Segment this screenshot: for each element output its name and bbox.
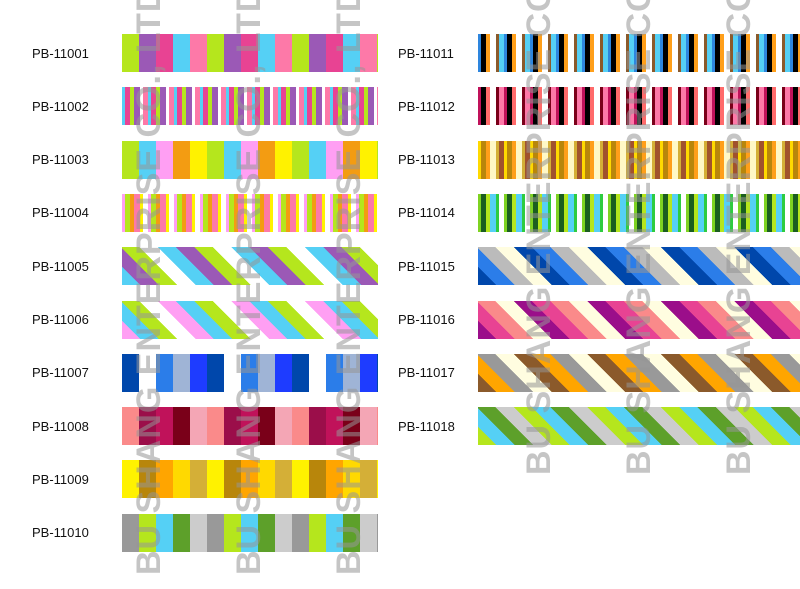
swatch-code: PB-11012: [398, 98, 455, 114]
swatch-strip: [478, 193, 800, 232]
swatch-strip: [122, 140, 378, 179]
swatch-strip: [122, 460, 378, 499]
swatch-strip: [122, 247, 378, 286]
swatch-code: PB-11009: [32, 471, 89, 487]
swatch-row: PB-11012: [398, 87, 800, 126]
swatch-code: PB-11007: [32, 365, 89, 381]
swatch-row: PB-11004: [32, 193, 378, 232]
swatch-strip: [122, 353, 378, 392]
swatch-code: PB-11008: [32, 418, 89, 434]
swatch-row: PB-11018: [398, 407, 800, 446]
swatch-row: PB-11007: [32, 353, 378, 392]
swatch-code: PB-11010: [32, 525, 89, 541]
swatch-row: PB-11005: [32, 247, 378, 286]
swatch-code: PB-11005: [32, 258, 89, 274]
swatch-code: PB-11002: [32, 98, 89, 114]
swatch-row: PB-11002: [32, 87, 378, 126]
swatch-row: PB-11017: [398, 353, 800, 392]
swatch-code: PB-11015: [398, 258, 455, 274]
swatch-strip: [478, 407, 800, 446]
swatch-row: PB-11008: [32, 407, 378, 446]
swatch-strip: [122, 34, 378, 72]
swatch-row: PB-11015: [398, 247, 800, 286]
swatch-row: PB-11003: [32, 140, 378, 179]
swatch-row: PB-11010: [32, 513, 378, 552]
swatch-row: PB-11016: [398, 300, 800, 339]
swatch-strip: [122, 193, 378, 232]
swatch-code: PB-11014: [398, 205, 455, 221]
swatch-strip: [478, 87, 800, 126]
swatch-row: PB-11014: [398, 193, 800, 232]
swatch-strip: [478, 140, 800, 179]
swatch-row: PB-11001: [32, 34, 378, 72]
swatch-code: PB-11013: [398, 152, 455, 168]
swatch-code: PB-11004: [32, 205, 89, 221]
swatch-code: PB-11016: [398, 312, 455, 327]
swatch-row: PB-11011: [398, 34, 800, 72]
swatch-code: PB-11003: [32, 152, 89, 168]
swatch-code: PB-11001: [32, 45, 89, 61]
swatch-code: PB-11018: [398, 418, 455, 434]
swatch-row: PB-11013: [398, 140, 800, 179]
swatch-code: PB-11017: [398, 365, 455, 381]
swatch-strip: [122, 513, 378, 552]
swatch-strip: [478, 300, 800, 339]
swatch-code: PB-11006: [32, 312, 89, 327]
swatch-row: PB-11006: [32, 300, 378, 339]
swatch-strip: [122, 87, 378, 126]
swatch-strip: [478, 353, 800, 392]
swatch-strip: [122, 300, 378, 339]
swatch-strip: [478, 34, 800, 72]
swatch-strip: [122, 407, 378, 446]
swatch-code: PB-11011: [398, 45, 454, 61]
swatch-row: PB-11009: [32, 460, 378, 499]
swatch-strip: [478, 247, 800, 286]
